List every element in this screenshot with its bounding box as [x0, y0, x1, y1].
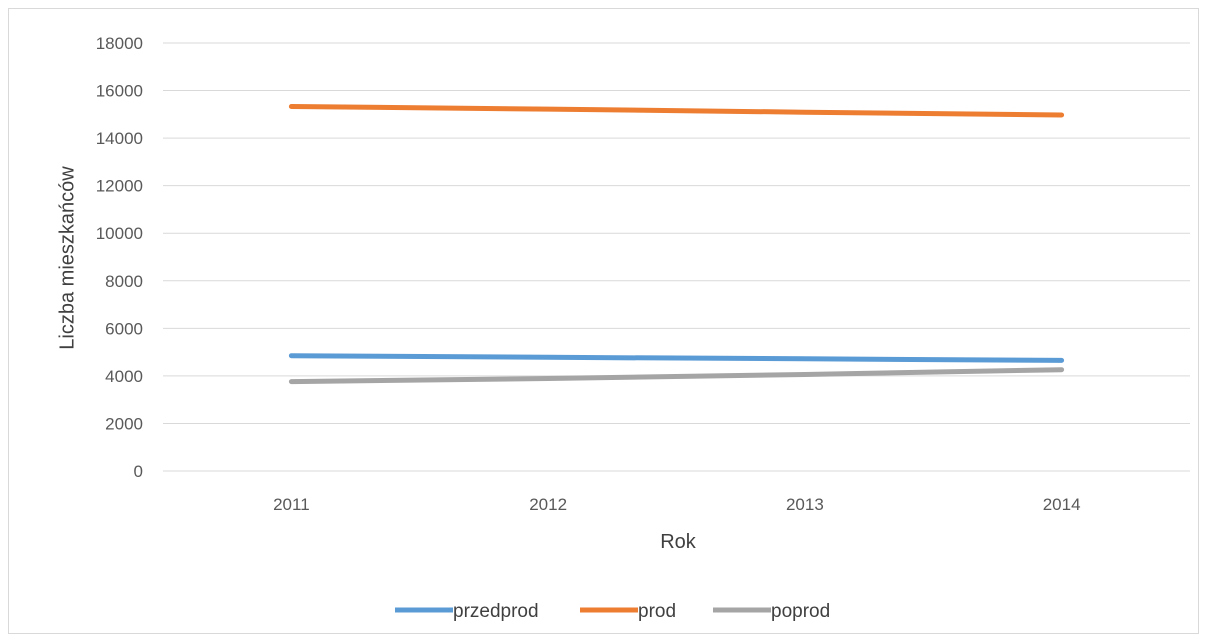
- series-lines: [288, 104, 1065, 385]
- y-tick-label: 8000: [105, 272, 143, 291]
- y-axis-ticks: 0 2000 4000 6000 8000 10000 12000 14000 16000 180…: [96, 34, 143, 481]
- y-tick-label: 14000: [96, 129, 143, 148]
- legend-label-poprod: poprod: [771, 601, 830, 622]
- y-tick-label: 0: [134, 462, 143, 481]
- x-axis-title: Rok: [660, 531, 697, 553]
- y-tick-label: 6000: [105, 319, 143, 338]
- legend-label-przedprod: przedprod: [453, 601, 539, 622]
- x-tick-label: 2012: [529, 495, 567, 514]
- y-axis-title: Liczba mieszkańców: [56, 166, 78, 350]
- x-axis-ticks: 2011 2012 2013 2014: [273, 495, 1080, 514]
- legend: przedprod prod poprod: [395, 601, 830, 622]
- x-tick-label: 2011: [273, 495, 310, 514]
- series-line-poprod: [288, 367, 1065, 385]
- legend-label-prod: prod: [638, 601, 676, 622]
- gridlines: [163, 42, 1190, 472]
- y-tick-label: 12000: [96, 177, 143, 196]
- y-tick-label: 4000: [105, 367, 143, 386]
- y-tick-label: 2000: [105, 414, 143, 433]
- series-line-prod: [288, 104, 1065, 118]
- series-line-przedprod: [288, 353, 1065, 363]
- y-tick-label: 10000: [96, 224, 143, 243]
- y-tick-label: 16000: [96, 82, 143, 101]
- x-tick-label: 2013: [786, 495, 824, 514]
- y-tick-label: 18000: [96, 34, 143, 53]
- x-tick-label: 2014: [1043, 495, 1081, 514]
